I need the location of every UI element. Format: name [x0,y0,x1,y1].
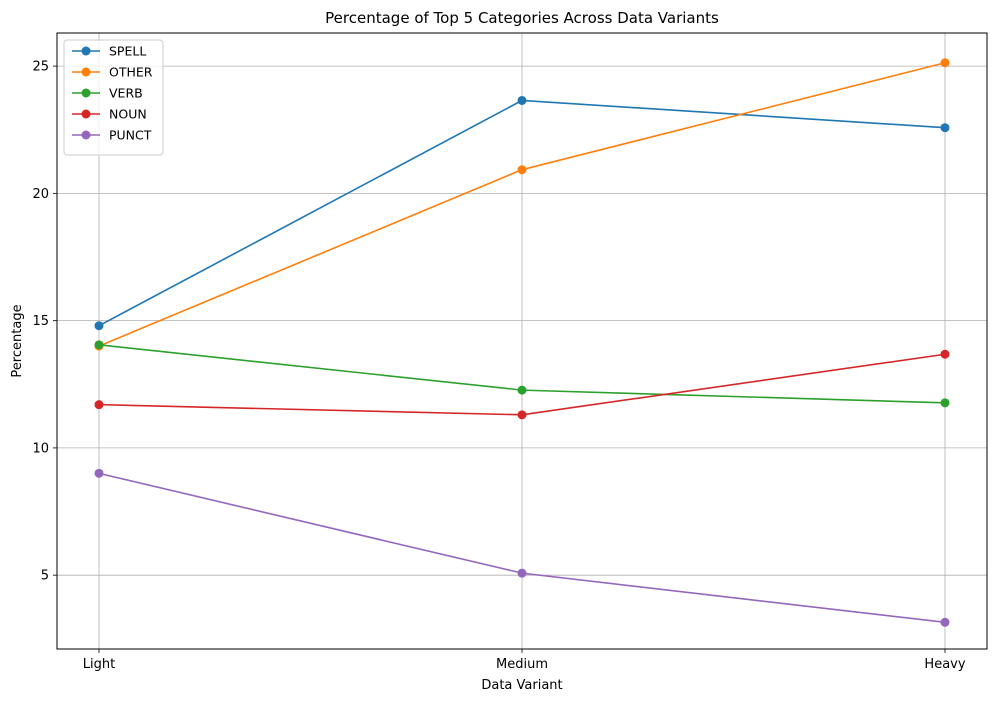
data-point-spell [94,321,104,331]
legend-marker [81,130,91,140]
y-axis: 5 10 15 20 25 [32,60,57,584]
chart-title: Percentage of Top 5 Categories Across Da… [325,9,719,27]
x-tick-label: Heavy [924,657,965,672]
legend-label: SPELL [109,44,146,59]
data-point-spell [517,95,527,105]
data-point-punct [940,617,950,627]
x-axis: Light Medium Heavy [83,649,966,672]
x-tick-label: Light [83,657,115,672]
legend-marker [81,46,91,56]
y-tick-label: 20 [32,187,49,202]
data-point-verb [517,385,527,395]
legend-label: PUNCT [109,128,152,143]
y-tick-label: 5 [41,569,49,584]
data-point-spell [940,123,950,133]
data-point-other [940,58,950,68]
legend: SPELL OTHER VERB NOUN PUNCT [63,39,164,156]
data-point-noun [940,349,950,359]
data-point-punct [517,568,527,578]
legend-label: NOUN [109,107,147,122]
legend-label: OTHER [109,65,153,80]
y-tick-label: 10 [32,441,49,456]
data-point-noun [94,400,104,410]
data-point-verb [940,398,950,408]
data-point-noun [517,410,527,420]
y-axis-label: Percentage [10,304,25,377]
data-point-punct [94,468,104,478]
legend-marker [81,109,91,119]
x-tick-label: Medium [496,657,548,672]
x-axis-label: Data Variant [481,678,562,693]
series-layer [94,58,950,627]
data-point-other [517,165,527,175]
grid-lines [57,33,987,649]
data-point-verb [94,340,104,350]
legend-marker [81,67,91,77]
y-tick-label: 15 [32,314,49,329]
legend-label: VERB [109,86,143,101]
legend-marker [81,88,91,98]
y-tick-label: 25 [32,60,49,75]
